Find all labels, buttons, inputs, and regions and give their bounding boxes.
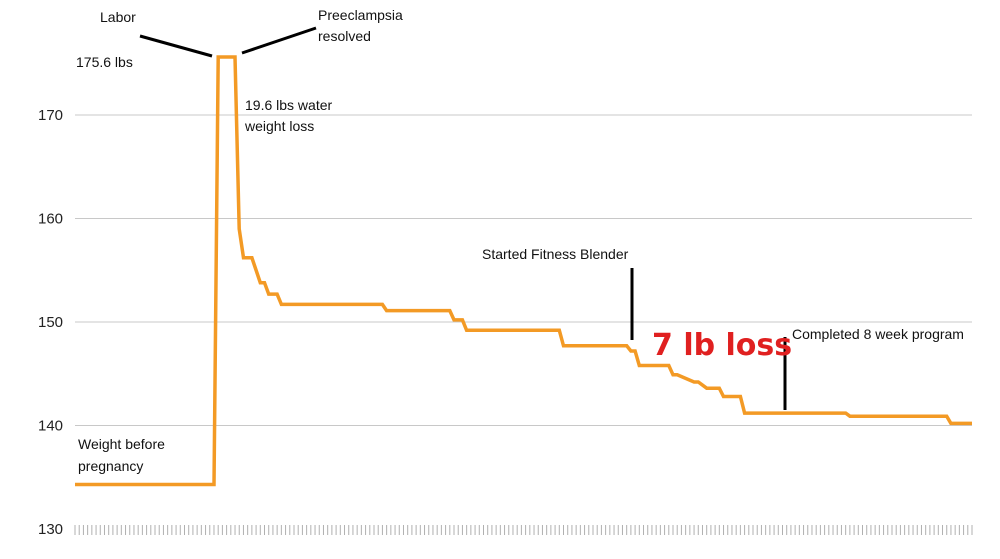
y-tick-label: 170	[38, 107, 63, 124]
y-tick-label: 140	[38, 418, 63, 435]
peak-weight-label: 175.6 lbs	[76, 54, 133, 70]
x-axis-ticks	[74, 525, 973, 535]
annotations: Labor 175.6 lbs Preeclampsia resolved 19…	[76, 7, 964, 474]
y-tick-label: 130	[38, 521, 63, 538]
y-axis-ticks: 130 140 150 160 170	[38, 107, 63, 538]
labor-label: Labor	[100, 9, 136, 25]
gridlines	[75, 114, 972, 426]
water-loss-label-2: weight loss	[244, 118, 314, 134]
loss-callout: 7 lb loss	[652, 328, 792, 363]
preeclampsia-label-1: Preeclampsia	[318, 7, 403, 23]
preeclampsia-label-2: resolved	[318, 28, 371, 44]
prepregnancy-label-1: Weight before	[78, 436, 165, 452]
preeclampsia-pointer-line	[241, 26, 317, 55]
prepregnancy-label-2: pregnancy	[78, 458, 143, 474]
y-tick-label: 150	[38, 314, 63, 331]
completed-program-label: Completed 8 week program	[792, 326, 964, 342]
started-program-label: Started Fitness Blender	[482, 246, 629, 262]
y-tick-label: 160	[38, 211, 63, 228]
labor-pointer-line	[139, 34, 213, 58]
weight-series-line	[75, 55, 972, 487]
water-loss-label-1: 19.6 lbs water	[245, 97, 332, 113]
annotation-markers	[139, 26, 787, 410]
